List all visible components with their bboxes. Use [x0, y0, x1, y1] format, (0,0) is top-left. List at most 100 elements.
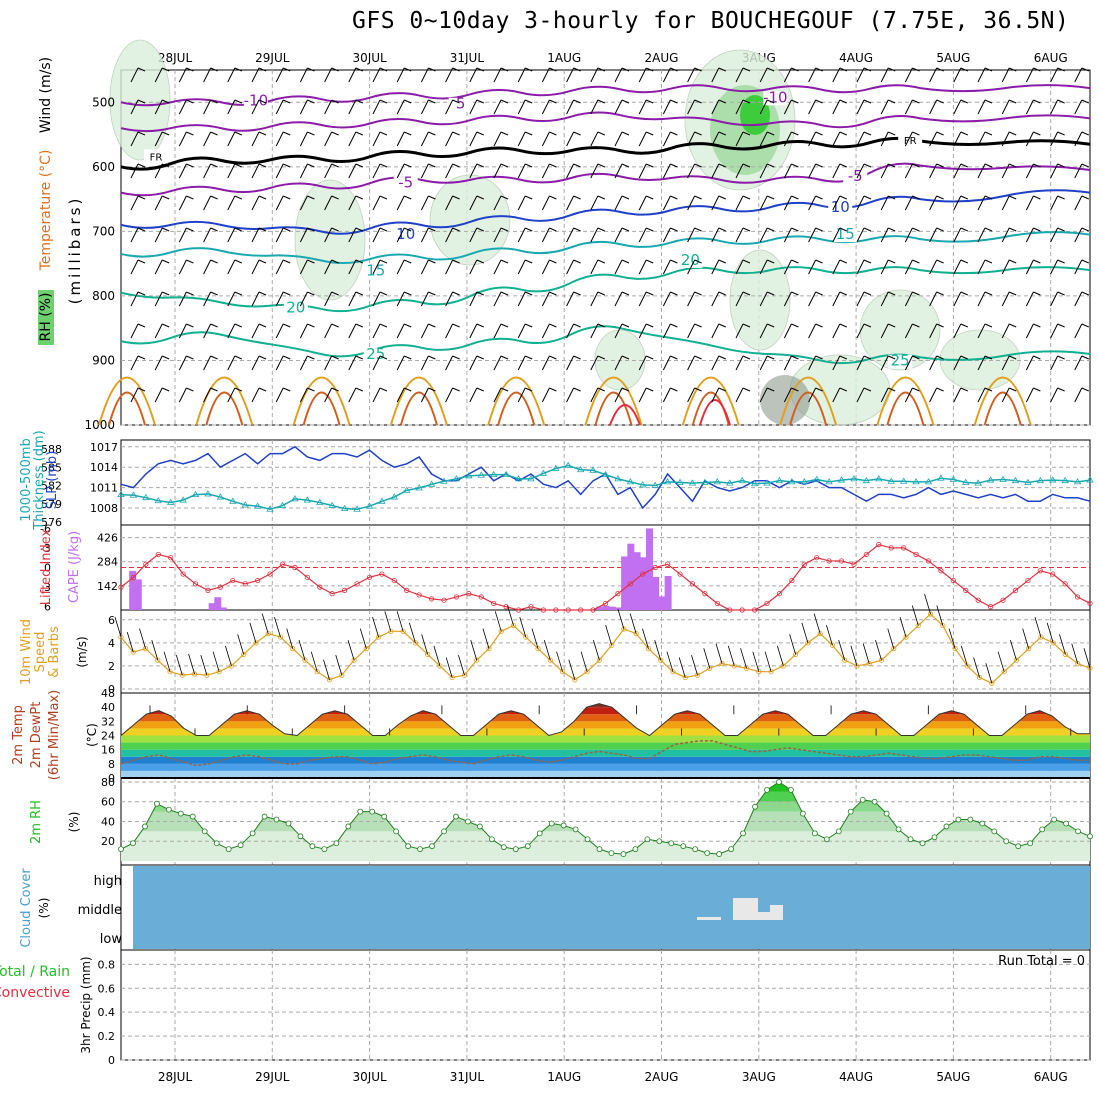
thickness-marker	[601, 470, 610, 478]
series-thickness	[120, 464, 1091, 510]
pressure-tick-label: 700	[92, 224, 115, 238]
bottom-date-label: 5AUG	[936, 1070, 970, 1084]
wind-speed-marker	[425, 651, 431, 657]
wind-barb	[759, 163, 768, 179]
thickness-marker	[564, 461, 572, 468]
wind-barb	[299, 355, 308, 371]
lifted-index-marker	[565, 607, 571, 613]
surface-wind-barb	[642, 628, 649, 649]
rh-marker	[453, 813, 459, 820]
wind-barb	[687, 195, 696, 211]
wind-barb	[178, 323, 187, 339]
cape-bar	[645, 528, 653, 610]
rh-marker	[130, 840, 136, 847]
wind-barb	[614, 355, 623, 371]
wind-barb	[1025, 195, 1034, 211]
lifted-index-marker	[888, 545, 894, 551]
wind-barb	[227, 67, 236, 83]
wind-barb-flag	[1057, 131, 1065, 136]
wind-barb	[687, 355, 696, 371]
lifted-index-marker	[192, 581, 199, 587]
wind-speed-marker	[412, 640, 418, 646]
lifted-index-marker	[590, 607, 596, 613]
contour--10C	[120, 84, 1091, 107]
temp-axis-label: (6hr Min/Max)	[47, 690, 62, 780]
rh-marker	[1087, 833, 1093, 840]
wind-barb-flag	[815, 387, 823, 392]
bottom-date-label: 2AUG	[645, 1070, 679, 1084]
contour-15C	[120, 231, 1091, 265]
rh-shading	[294, 179, 366, 301]
surface-wind-barb	[887, 628, 895, 649]
wind-barb	[832, 387, 841, 403]
rh-marker	[560, 822, 567, 829]
contour-label: -10	[244, 92, 269, 110]
wind-barb	[324, 323, 333, 339]
wind-barb-flag	[331, 163, 339, 168]
wind-barb	[396, 227, 405, 243]
panel-frame-7	[120, 949, 1091, 1061]
cape-bar	[639, 557, 647, 610]
wind-barb	[348, 355, 357, 371]
wind-barb	[735, 323, 744, 339]
surface-temp-contour	[98, 376, 156, 426]
wind-barb-flag	[646, 67, 654, 72]
wind-barb	[420, 323, 429, 339]
contour-label-bg	[363, 264, 388, 279]
surface-wind-barb	[703, 648, 711, 669]
rh-shading	[109, 39, 171, 161]
wind-barb	[1001, 195, 1010, 211]
panel-frame-1	[120, 439, 1091, 526]
wind-barb	[348, 195, 357, 211]
rh-marker	[931, 834, 938, 841]
rh-marker	[333, 840, 340, 847]
thickness-marker	[440, 477, 448, 484]
wind-barb-flag	[476, 355, 484, 360]
wind-barb	[687, 323, 696, 339]
wind-barb	[566, 355, 575, 371]
wind-barb-flag	[283, 163, 291, 168]
thickness-marker	[937, 474, 945, 481]
wind-barb-flag	[162, 67, 170, 72]
wind-barb	[541, 323, 550, 339]
wind-barb	[977, 259, 986, 275]
wind-barb-flag	[936, 195, 944, 200]
surface-wind-barb	[1034, 616, 1042, 638]
wind-barb-flag	[718, 323, 726, 328]
surface-wind-barb	[764, 651, 772, 672]
wind-barb-flag	[186, 291, 194, 296]
wind-barb	[783, 227, 792, 243]
wind-speed-marker	[118, 634, 124, 640]
wind-barb-flag	[597, 67, 605, 72]
wind-barb-flag	[597, 195, 605, 200]
wind-barb	[420, 195, 429, 211]
wind-barb-flag	[428, 291, 436, 296]
top-date-label: 5AUG	[936, 51, 970, 65]
cloud-gap	[733, 898, 758, 920]
wind-barb-flag	[960, 67, 968, 72]
wind-barb	[517, 227, 526, 243]
wind-barb-flag	[984, 67, 993, 72]
wind-barb	[929, 195, 938, 211]
wind-barb	[469, 227, 478, 243]
rh-marker	[297, 833, 304, 840]
wind-speed-marker	[694, 672, 701, 678]
wind-barb	[783, 291, 792, 307]
lifted-index-marker	[665, 561, 671, 567]
wind-barb	[420, 291, 429, 307]
wind-barb	[445, 195, 454, 211]
wind-barb-flag	[1057, 355, 1065, 360]
thickness-marker	[688, 479, 697, 486]
wind-barb	[953, 387, 962, 403]
wind-barb	[396, 387, 405, 403]
thickness-marker	[415, 484, 423, 491]
rh-marker	[895, 826, 902, 833]
wind-barb-flag	[404, 195, 412, 200]
surface-wind-barb	[225, 645, 232, 667]
rh-marker	[799, 810, 806, 817]
wind-barb-flag	[815, 323, 823, 328]
contour-label: 5	[456, 95, 466, 113]
wind-barb-flag	[839, 291, 847, 296]
contour-label: FR	[904, 136, 917, 147]
rh-marker	[1027, 840, 1034, 847]
